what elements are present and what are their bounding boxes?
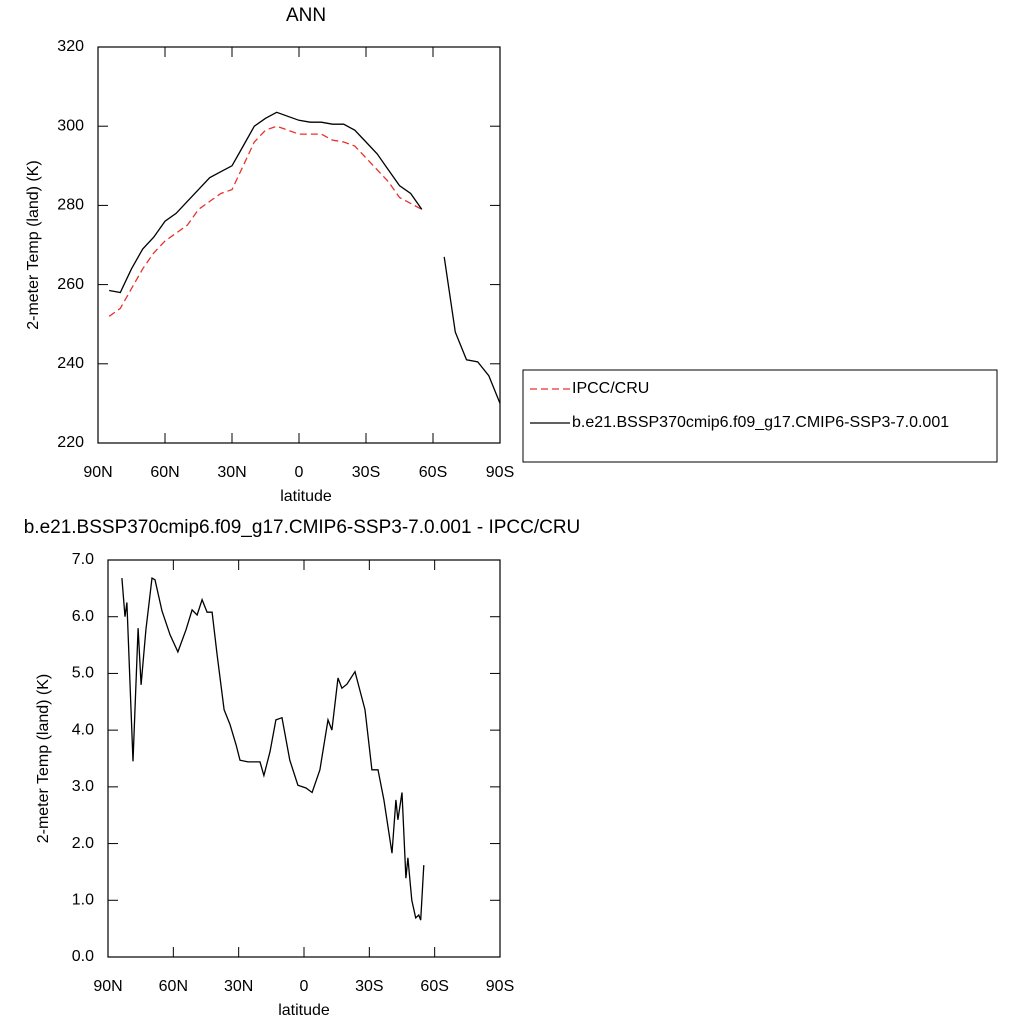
- x-axis-label: latitude: [280, 488, 332, 505]
- x-axis-label: latitude: [278, 1002, 330, 1019]
- x-tick-label: 90S: [486, 464, 514, 481]
- data-line: [108, 125, 423, 317]
- x-tick-label: 90N: [93, 978, 122, 995]
- y-tick-label: 320: [57, 38, 84, 55]
- legend-label: IPCC/CRU: [572, 380, 649, 397]
- x-tick-label: 0: [300, 978, 309, 995]
- y-tick-label: 260: [57, 276, 84, 293]
- x-tick-label: 30N: [224, 978, 253, 995]
- y-axis-label: 2-meter Temp (land) (K): [25, 160, 42, 330]
- y-tick-label: 7.0: [72, 551, 94, 568]
- y-tick-label: 3.0: [72, 778, 94, 795]
- y-tick-label: 2.0: [72, 835, 94, 852]
- x-tick-label: 30S: [352, 464, 380, 481]
- y-axis-label: 2-meter Temp (land) (K): [35, 674, 52, 844]
- legend-label: b.e21.BSSP370cmip6.f09_g17.CMIP6-SSP3-7.…: [572, 414, 949, 431]
- data-line: [121, 577, 425, 921]
- x-tick-label: 0: [295, 464, 304, 481]
- legend: IPCC/CRU b.e21.BSSP370cmip6.f09_g17.CMIP6…: [522, 369, 998, 463]
- x-tick-label: 60S: [419, 464, 447, 481]
- y-tick-label: 5.0: [72, 665, 94, 682]
- x-tick-label: 60N: [150, 464, 179, 481]
- y-tick-label: 4.0: [72, 721, 94, 738]
- chart-title: b.e21.BSSP370cmip6.f09_g17.CMIP6-SSP3-7.…: [24, 517, 581, 538]
- y-tick-label: 0.0: [72, 948, 94, 965]
- x-tick-label: 30N: [217, 464, 246, 481]
- x-tick-label: 90S: [486, 978, 514, 995]
- x-tick-label: 60N: [159, 978, 188, 995]
- legend-box: [522, 369, 998, 463]
- x-tick-label: 60S: [420, 978, 448, 995]
- y-tick-label: 300: [57, 117, 84, 134]
- y-tick-label: 220: [57, 434, 84, 451]
- y-tick-label: 1.0: [72, 892, 94, 909]
- x-tick-label: 30S: [355, 978, 383, 995]
- y-tick-label: 6.0: [72, 608, 94, 625]
- plot-frame: [107, 559, 501, 958]
- chart-title: ANN: [286, 5, 326, 26]
- y-tick-label: 280: [57, 197, 84, 214]
- y-tick-label: 240: [57, 355, 84, 372]
- plot-frame: [97, 46, 501, 444]
- data-line: [109, 111, 501, 404]
- x-tick-label: 90N: [83, 464, 112, 481]
